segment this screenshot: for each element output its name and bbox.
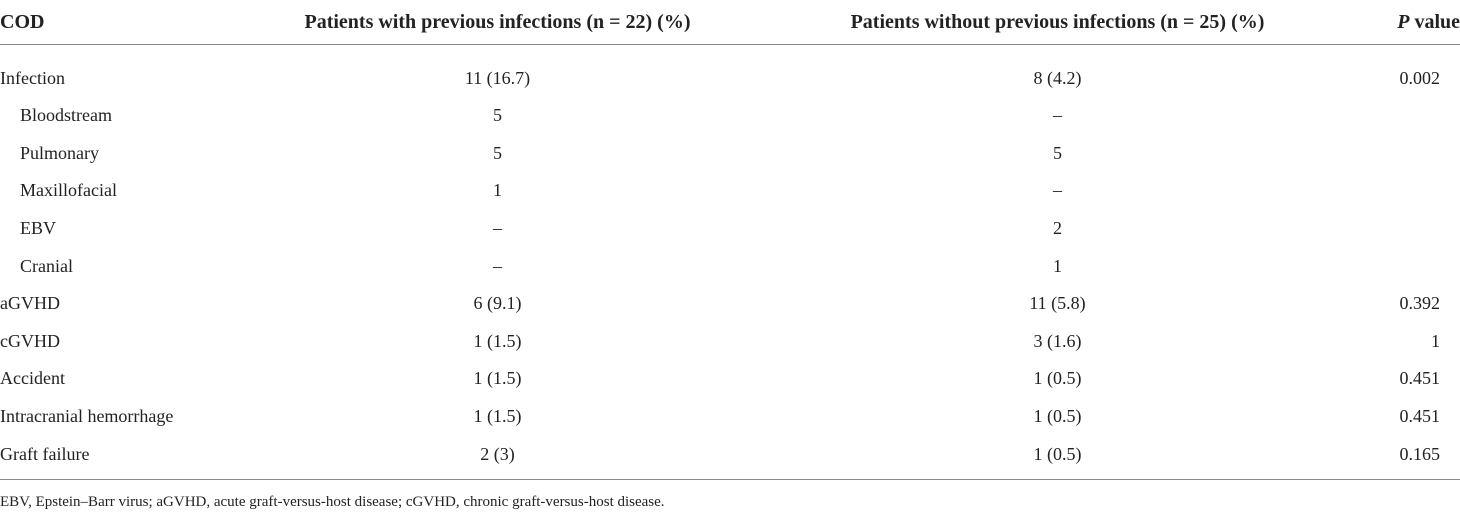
- cell-without: 1 (0.5): [1033, 443, 1082, 464]
- cell-without: 1 (0.5): [1033, 368, 1082, 389]
- cell-with: 1 (1.5): [473, 368, 522, 389]
- header-cod: COD: [0, 0, 230, 45]
- header-without-infections: Patients without previous infections (n …: [765, 0, 1350, 45]
- header-row: COD Patients with previous infections (n…: [0, 0, 1460, 45]
- cell-with: 2 (3): [480, 443, 515, 464]
- header-p-value: P value: [1350, 0, 1460, 45]
- cell-cod: Maxillofacial: [20, 180, 117, 201]
- cell-cod: Bloodstream: [20, 105, 112, 126]
- cell-cod: Accident: [0, 368, 65, 389]
- table-row: Maxillofacial 1 –: [0, 172, 1460, 210]
- cell-without: –: [1053, 105, 1062, 126]
- cell-p-value: 1: [1431, 330, 1440, 351]
- cell-p-value: 0.165: [1399, 443, 1441, 464]
- table-body: Infection 11 (16.7) 8 (4.2) 0.002 Bloods…: [0, 45, 1460, 480]
- header-p-rest: value: [1409, 10, 1460, 33]
- table-row: EBV – 2: [0, 210, 1460, 248]
- cell-cod: cGVHD: [0, 330, 60, 351]
- cell-p-value: 0.392: [1399, 293, 1441, 314]
- cell-cod: Intracranial hemorrhage: [0, 406, 174, 427]
- cell-without: 3 (1.6): [1033, 330, 1082, 351]
- cell-p-value: 0.451: [1399, 406, 1441, 427]
- table-row: cGVHD 1 (1.5) 3 (1.6) 1: [0, 323, 1460, 361]
- cell-without: 11 (5.8): [1029, 293, 1086, 314]
- cell-without: 2: [1053, 218, 1062, 239]
- cause-of-death-table: COD Patients with previous infections (n…: [0, 0, 1460, 480]
- cell-p-value: 0.002: [1399, 67, 1441, 88]
- cell-with: 11 (16.7): [464, 67, 531, 88]
- cell-without: 8 (4.2): [1033, 67, 1082, 88]
- cell-p-value: [1350, 210, 1460, 248]
- cell-without: 5: [1053, 142, 1062, 163]
- cell-cod: Infection: [0, 67, 65, 88]
- table-row: Graft failure 2 (3) 1 (0.5) 0.165: [0, 435, 1460, 479]
- table-row: Accident 1 (1.5) 1 (0.5) 0.451: [0, 360, 1460, 398]
- cell-cod: EBV: [20, 218, 56, 239]
- cell-without: 1: [1053, 255, 1062, 276]
- cell-p-value: 0.451: [1399, 368, 1441, 389]
- cell-with: 6 (9.1): [473, 293, 522, 314]
- cell-with: 1 (1.5): [473, 330, 522, 351]
- cell-with: –: [493, 218, 502, 239]
- cell-cod: Graft failure: [0, 443, 90, 464]
- cell-cod: aGVHD: [0, 293, 60, 314]
- table-row: Cranial – 1: [0, 247, 1460, 285]
- cell-without: 1 (0.5): [1033, 406, 1082, 427]
- table-row: Infection 11 (16.7) 8 (4.2) 0.002: [0, 45, 1460, 98]
- cell-with: 5: [493, 142, 502, 163]
- cell-with: 1: [493, 180, 502, 201]
- cell-cod: Cranial: [20, 255, 73, 276]
- cell-without: –: [1053, 180, 1062, 201]
- header-p-italic: P: [1397, 10, 1410, 33]
- cell-with: 5: [493, 105, 502, 126]
- cell-cod: Pulmonary: [20, 142, 99, 163]
- table-row: Bloodstream 5 –: [0, 97, 1460, 135]
- table-row: aGVHD 6 (9.1) 11 (5.8) 0.392: [0, 285, 1460, 323]
- cell-p-value: [1350, 97, 1460, 135]
- cell-with: –: [493, 255, 502, 276]
- table-footnote: EBV, Epstein–Barr virus; aGVHD, acute gr…: [0, 493, 665, 510]
- cell-p-value: [1350, 247, 1460, 285]
- cell-p-value: [1350, 172, 1460, 210]
- table-header: COD Patients with previous infections (n…: [0, 0, 1460, 45]
- cell-p-value: [1350, 135, 1460, 173]
- cell-with: 1 (1.5): [473, 406, 522, 427]
- table-row: Intracranial hemorrhage 1 (1.5) 1 (0.5) …: [0, 398, 1460, 436]
- table-row: Pulmonary 5 5: [0, 135, 1460, 173]
- header-with-infections: Patients with previous infections (n = 2…: [230, 0, 765, 45]
